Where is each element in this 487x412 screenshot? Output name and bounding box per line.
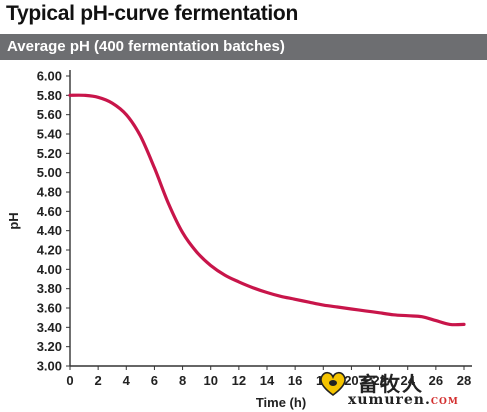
y-tick-label: 4.20 (37, 243, 62, 258)
watermark-english-suffix: COM (430, 397, 459, 407)
watermark-english: xumuren.COM (348, 392, 459, 408)
y-tick-label: 3.80 (37, 281, 62, 296)
y-tick-label: 4.80 (37, 185, 62, 200)
x-tick-label: 2 (95, 373, 102, 388)
x-tick-label: 0 (66, 373, 73, 388)
ph-series-line (68, 93, 466, 327)
y-tick-label: 4.60 (37, 204, 62, 219)
watermark: 畜牧人 xumuren.COM (318, 368, 478, 410)
x-axis-label: Time (h) (256, 395, 306, 410)
y-tick-label: 4.40 (37, 223, 62, 238)
y-tick-label: 3.40 (37, 320, 62, 335)
y-tick-label: 6.00 (37, 69, 62, 84)
x-tick-label: 12 (232, 373, 246, 388)
y-tick-label: 5.80 (37, 88, 62, 103)
x-tick-label: 26 (429, 373, 443, 388)
x-tick-label: 20 (344, 373, 358, 388)
y-tick-label: 5.40 (37, 127, 62, 142)
x-tick-label: 10 (203, 373, 217, 388)
x-tick-label: 22 (372, 373, 386, 388)
ph-line-chart: 3.00 3.20 3.40 3.60 3.80 4.00 4.20 4.40 4.60 4.80… (6, 69, 472, 410)
x-tick-label: 8 (179, 373, 186, 388)
x-tick-label: 28 (457, 373, 471, 388)
y-tick-label: 5.20 (37, 146, 62, 161)
x-tick-label: 14 (260, 373, 275, 388)
chart-title: Typical pH-curve fermentation (6, 2, 298, 25)
x-tick-label: 6 (151, 373, 158, 388)
heart-logo-icon (320, 371, 346, 396)
y-axis-label: pH (6, 212, 21, 229)
y-tick-label: 3.20 (37, 339, 62, 354)
x-tick-label: 4 (123, 373, 131, 388)
y-tick-label: 3.00 (37, 359, 62, 374)
subtitle-banner: Average pH (400 fermentation batches) (0, 34, 487, 60)
x-tick-label: 16 (288, 373, 302, 388)
x-tick-label: 24 (400, 373, 415, 388)
y-tick-label: 5.00 (37, 165, 62, 180)
watermark-english-main: xumuren. (348, 392, 431, 408)
y-tick-label: 3.60 (37, 301, 62, 316)
y-tick-label: 4.00 (37, 262, 62, 277)
y-tick-label: 5.60 (37, 107, 62, 122)
watermark-chinese: 畜牧人 (358, 372, 424, 396)
chart-subtitle: Average pH (400 fermentation batches) (7, 38, 285, 55)
